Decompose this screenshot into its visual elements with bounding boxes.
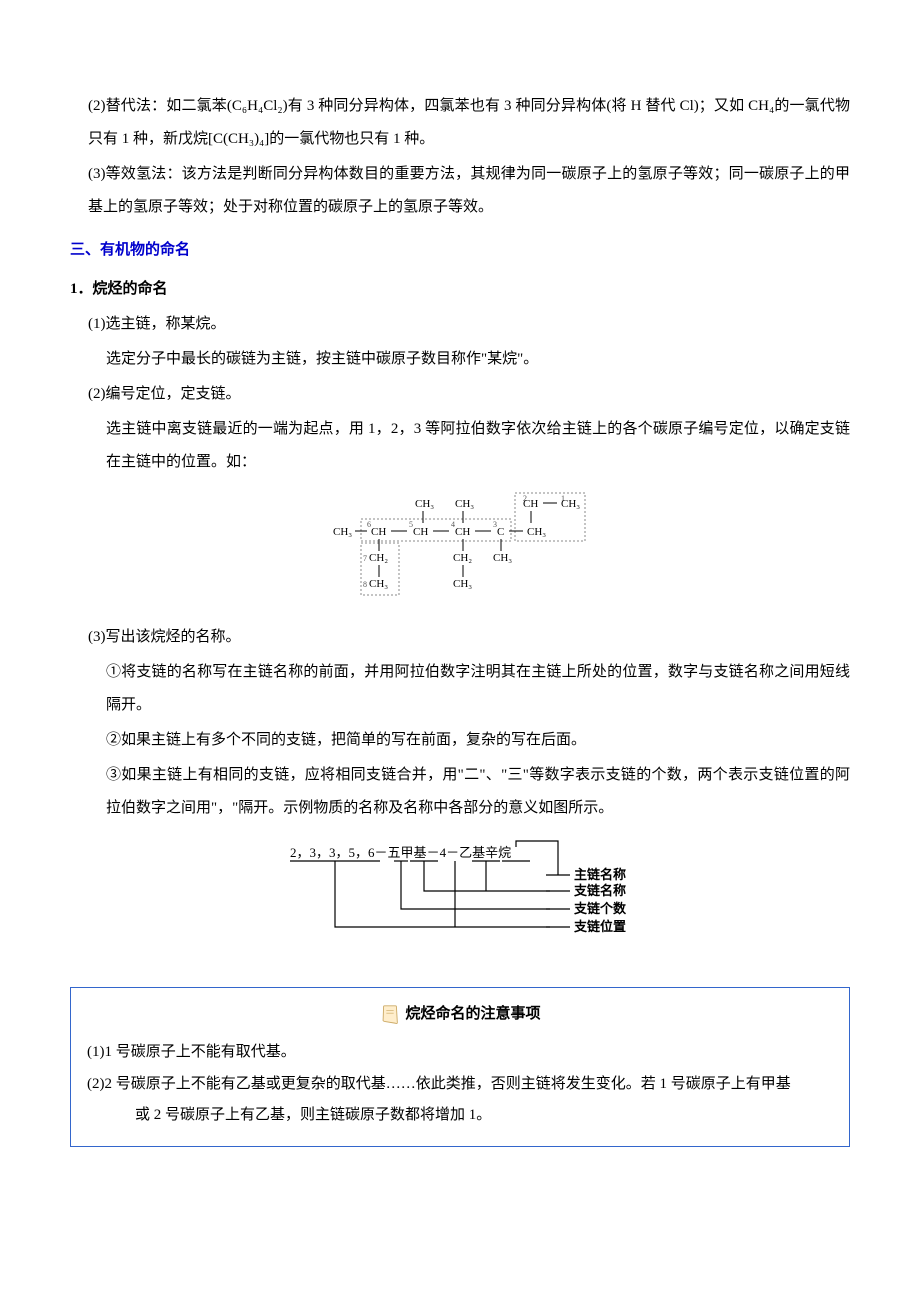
nf-dash1: － xyxy=(375,845,388,860)
nf-dash2: －4－ xyxy=(427,845,460,860)
chem-ch-3: CH xyxy=(455,526,470,538)
callout-notes-box: 烷烃命名的注意事项 (1)1 号碳原子上不能有取代基。 (2)2 号碳原子上不能… xyxy=(70,987,850,1147)
chem-ch3-low-1: CH₃ xyxy=(493,552,512,564)
chem-structure-figure: CH₃ CH₃ 2 CH 1 CH₃ CH₃ 6 CH 5 CH 4 CH 3 … xyxy=(70,491,850,611)
svg-text:2，3，3，5，6－五甲基－4－乙基辛烷: 2，3，3，5，6－五甲基－4－乙基辛烷 xyxy=(290,845,511,860)
chem-num-7: 7 xyxy=(363,554,367,563)
nf-count: 五 xyxy=(388,845,401,860)
note-icon xyxy=(379,1004,401,1026)
chem-ch2-2: CH₂ xyxy=(453,552,472,564)
label-branch-name: 支链名称 xyxy=(573,883,626,898)
chem-ch3-top-3: CH₃ xyxy=(561,498,580,510)
callout-title: 烷烃命名的注意事项 xyxy=(405,998,540,1031)
callout-item-1: (1)1 号碳原子上不能有取代基。 xyxy=(87,1037,833,1069)
chem-ch-top: CH xyxy=(523,498,538,510)
callout-title-row: 烷烃命名的注意事项 xyxy=(87,998,833,1031)
chem-ch3-right: CH₃ xyxy=(527,526,546,538)
chem-structure-svg: CH₃ CH₃ 2 CH 1 CH₃ CH₃ 6 CH 5 CH 4 CH 3 … xyxy=(305,491,615,611)
callout-item-2: (2)2 号碳原子上不能有乙基或更复杂的取代基……依此类推，否则主链将发生变化。… xyxy=(87,1069,833,1101)
step-2-title: (2)编号定位，定支链。 xyxy=(70,378,850,411)
nf-main: 辛烷 xyxy=(485,845,511,860)
step-3-sub-1: ①将支链的名称写在主链名称的前面，并用阿拉伯数字注明其在主链上所处的位置，数字与… xyxy=(70,656,850,722)
nf-pos: 2，3，3，5，6 xyxy=(290,845,375,860)
chem-num-8: 8 xyxy=(363,580,367,589)
step-2-body: 选主链中离支链最近的一端为起点，用 1，2，3 等阿拉伯数字依次给主链上的各个碳… xyxy=(70,413,850,479)
chem-ch3-top-1: CH₃ xyxy=(415,498,434,510)
step-3-sub-2: ②如果主链上有多个不同的支链，把简单的写在前面，复杂的写在后面。 xyxy=(70,724,850,757)
step-3-sub-3: ③如果主链上有相同的支链，应将相同支链合并，用"二"、"三"等数字表示支链的个数… xyxy=(70,759,850,825)
nf-ethyl: 乙基 xyxy=(459,845,485,860)
para-method-3: (3)等效氢法：该方法是判断同分异构体数目的重要方法，其规律为同一碳原子上的氢原… xyxy=(70,158,850,224)
chem-ch-1: CH xyxy=(371,526,386,538)
heading-alkane-naming: 1．烷烃的命名 xyxy=(70,273,850,306)
nf-methyl: 甲基 xyxy=(401,845,427,860)
label-main-chain: 主链名称 xyxy=(574,867,626,882)
step-3-title: (3)写出该烷烃的名称。 xyxy=(70,621,850,654)
chem-ch3-left: CH₃ xyxy=(333,526,352,538)
step-1-title: (1)选主链，称某烷。 xyxy=(70,308,850,341)
chem-ch3-top-2: CH₃ xyxy=(455,498,474,510)
callout-item-2b: 或 2 号碳原子上有乙基，则主链碳原子数都将增加 1。 xyxy=(87,1100,833,1132)
naming-bracket-svg: 2，3，3，5，6－五甲基－4－乙基辛烷 主链名称 支链名称 支链个数 支链位置 xyxy=(250,839,670,969)
naming-bracket-figure: 2，3，3，5，6－五甲基－4－乙基辛烷 主链名称 支链名称 支链个数 支链位置 xyxy=(70,839,850,969)
label-branch-pos: 支链位置 xyxy=(573,919,626,934)
step-1-body: 选定分子中最长的碳链为主链，按主链中碳原子数目称作"某烷"。 xyxy=(70,343,850,376)
chem-c: C xyxy=(497,526,504,538)
label-branch-count: 支链个数 xyxy=(573,901,627,916)
para-method-2: (2)替代法：如二氯苯(C₆H₄Cl₂)有 3 种同分异构体，四氯苯也有 3 种… xyxy=(70,90,850,156)
chem-ch-2: CH xyxy=(413,526,428,538)
chem-ch2-1: CH₂ xyxy=(369,552,388,564)
chem-ch3-low-3: CH₃ xyxy=(453,578,472,590)
chem-ch3-low-2: CH₃ xyxy=(369,578,388,590)
section-3-title: 三、有机物的命名 xyxy=(70,234,850,267)
